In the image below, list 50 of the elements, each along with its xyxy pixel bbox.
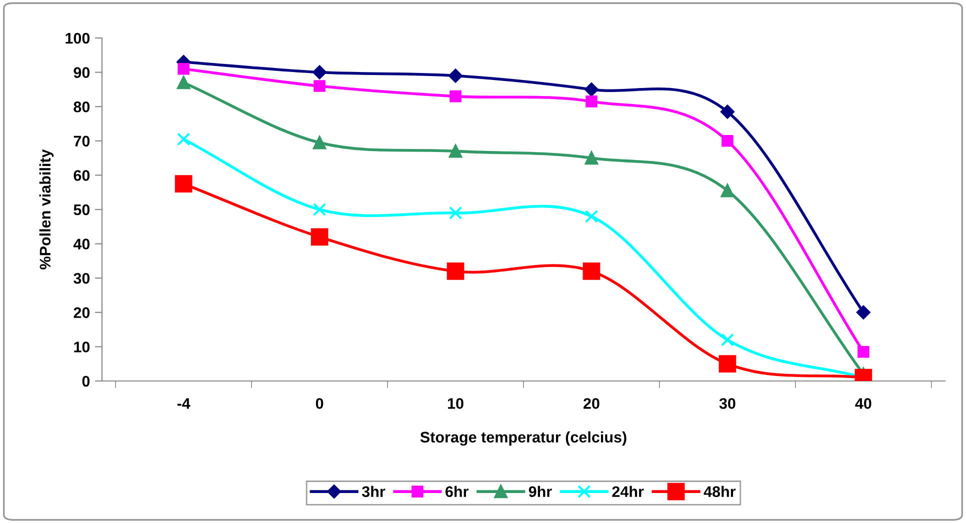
y-tick-label: 10 — [74, 342, 90, 352]
x-tick-label: 40 — [855, 398, 872, 409]
y-tick-label: 80 — [74, 101, 90, 112]
point — [448, 68, 462, 83]
point — [314, 80, 326, 92]
x-tick-label: 10 — [448, 398, 464, 409]
y-tick-label: 100 — [66, 32, 90, 44]
y-tick-label: 0 — [82, 376, 90, 387]
point — [582, 262, 600, 280]
point — [176, 76, 190, 90]
point — [584, 82, 598, 96]
x-axis-title: Storage temperatur (celcius) — [420, 431, 626, 446]
point — [718, 355, 736, 373]
point — [720, 184, 734, 198]
point — [446, 262, 464, 280]
point — [310, 228, 328, 246]
legend-label: 48hr — [704, 486, 736, 498]
legend-label: 3hr — [362, 486, 386, 498]
y-tick-label: 20 — [74, 307, 90, 318]
legend-label: 6hr — [446, 486, 469, 498]
point — [720, 104, 734, 119]
point — [584, 210, 598, 223]
x-tick-label: -4 — [177, 398, 190, 409]
point — [858, 346, 870, 358]
y-axis-title: %Pollen viability — [39, 149, 54, 270]
point — [450, 90, 462, 102]
x-tick-label: 20 — [584, 398, 600, 409]
legend-label: 9hr — [528, 486, 552, 498]
y-tick-label: 60 — [74, 170, 90, 181]
point — [312, 136, 326, 150]
y-tick-label: 30 — [74, 272, 90, 284]
point — [584, 151, 598, 165]
x-tick-label: 30 — [719, 398, 736, 409]
point — [448, 206, 462, 220]
point — [312, 202, 326, 216]
y-tick-label: 90 — [74, 67, 90, 78]
point — [312, 65, 326, 80]
point — [856, 305, 870, 320]
point — [722, 134, 734, 147]
point — [448, 144, 462, 158]
x-tick-label: 0 — [316, 398, 324, 409]
legend-label: 24hr — [612, 486, 644, 497]
point — [720, 333, 734, 346]
point — [586, 96, 598, 108]
point — [174, 175, 192, 192]
y-tick-label: 40 — [73, 238, 90, 250]
y-tick-label: 50 — [74, 204, 90, 216]
y-tick-label: 70 — [74, 136, 90, 147]
point — [176, 132, 190, 146]
point — [178, 62, 190, 75]
